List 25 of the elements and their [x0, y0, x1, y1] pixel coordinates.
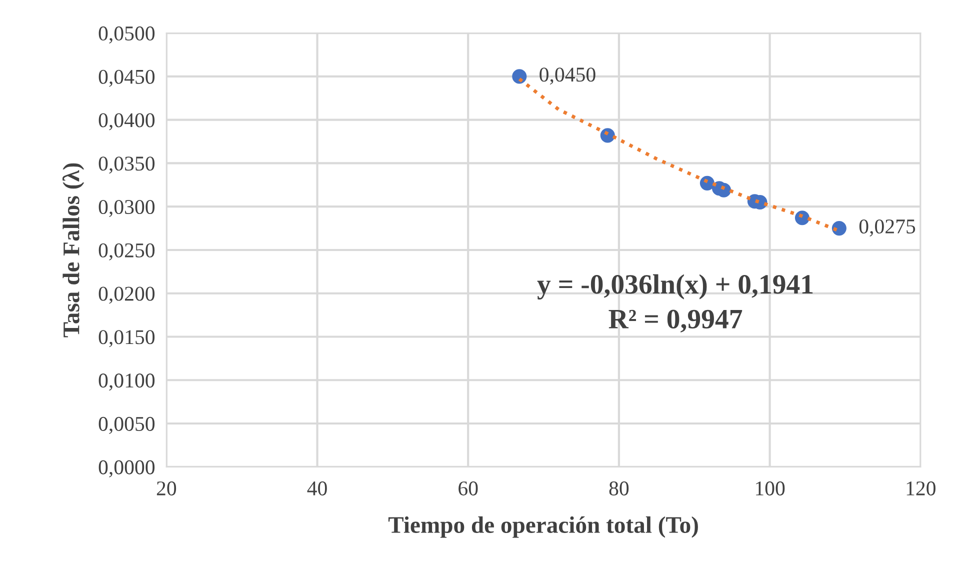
- y-tick-label: 0,0050: [98, 416, 155, 434]
- x-tick-label: 120: [906, 481, 936, 496]
- y-tick-label: 0,0200: [98, 286, 155, 304]
- point: [832, 221, 846, 236]
- data-label: 0,0275: [859, 219, 916, 236]
- x-tick-label: 20: [156, 481, 176, 496]
- y-axis-title: Tasa de Fallos (λ): [62, 163, 84, 338]
- y-tick-label: 0,0450: [98, 70, 155, 87]
- y-tick-label: 0,0500: [98, 26, 155, 44]
- data-label: 0,0450: [540, 68, 596, 85]
- annotation: R² = 0,9947: [608, 310, 742, 333]
- y-tick-label: 0,0250: [98, 243, 155, 260]
- point: [512, 69, 527, 84]
- x-tick-label: 80: [609, 481, 629, 496]
- annotation: y = -0,036ln(x) + 0,1941: [537, 274, 813, 300]
- x-tick-label: 60: [458, 481, 478, 496]
- x-tick-label: 100: [756, 481, 785, 496]
- y-tick-label: 0,0000: [98, 460, 155, 478]
- x-axis-title: Tiempo de operación total (To): [388, 516, 698, 538]
- x-tick-label: 40: [307, 481, 327, 496]
- y-tick-label: 0,0150: [98, 330, 155, 348]
- y-tick-label: 0,0350: [98, 156, 155, 174]
- y-tick-label: 0,0400: [98, 113, 155, 130]
- y-tick-label: 0,0300: [98, 200, 155, 218]
- y-tick-label: 0,0100: [98, 374, 155, 391]
